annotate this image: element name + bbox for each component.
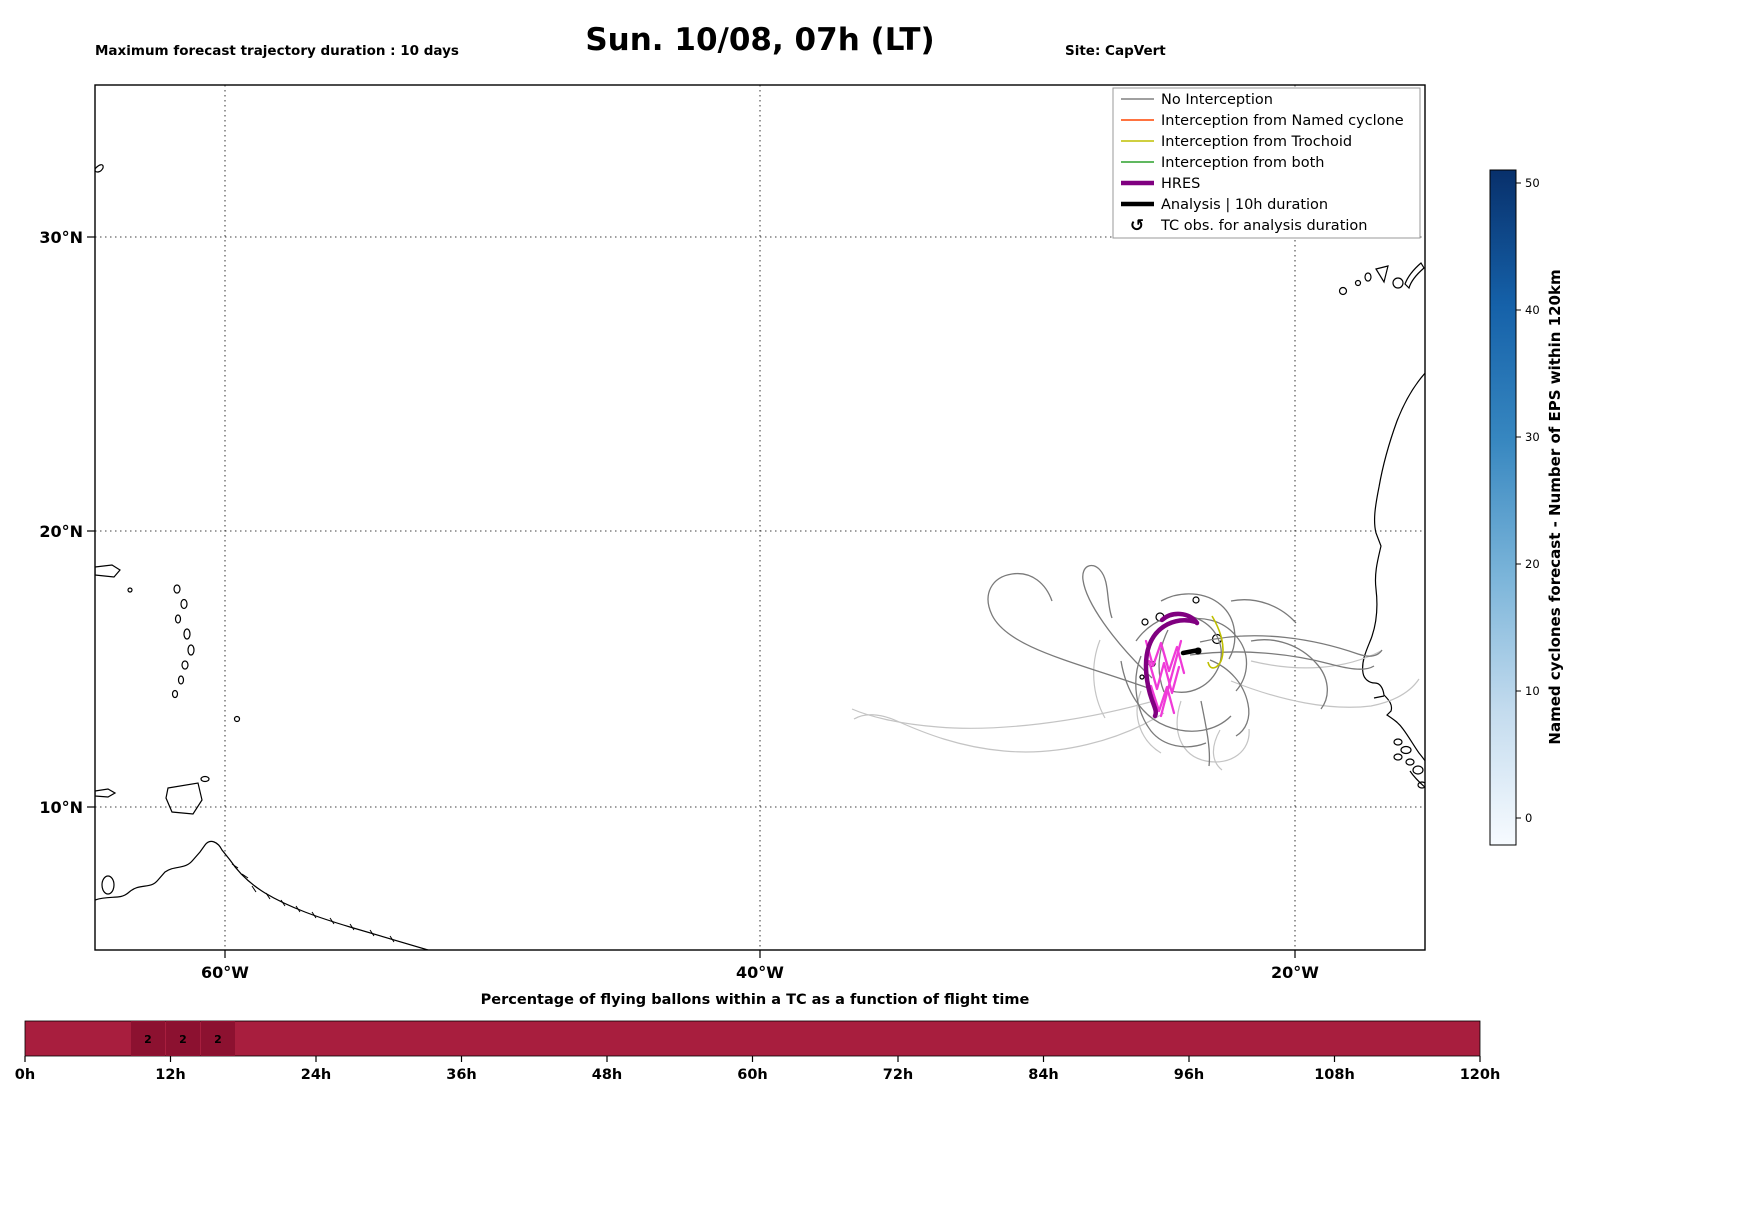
bar-annotation: 2: [144, 1033, 152, 1046]
coastline-gambia-river: [1373, 695, 1385, 699]
bottom-tick-108h: 108h: [1314, 1067, 1355, 1083]
colorbar-tick-0: 0: [1525, 811, 1532, 825]
tc-obs-icon: ↺: [1130, 216, 1144, 236]
y-tick-20n: 20°N: [39, 522, 83, 541]
bottom-tick-36h: 36h: [446, 1067, 477, 1083]
x-tick-40w: 40°W: [736, 963, 784, 982]
bottom-tick-0h: 0h: [15, 1067, 35, 1083]
eps-trajectory: [987, 572, 1149, 689]
map-axis-ticks: [87, 236, 1296, 958]
legend-label-both: Interception from both: [1161, 155, 1325, 171]
eps-trajectory: [1158, 629, 1169, 693]
colorbar-tick-40: 40: [1525, 303, 1540, 317]
eps-trajectory: [1135, 655, 1207, 748]
legend-label-named-cyclone: Interception from Named cyclone: [1161, 113, 1404, 129]
colorbar-tick-10: 10: [1525, 684, 1540, 698]
tc-percentage-bar: [24, 1020, 1481, 1057]
eps-trajectory: [1120, 660, 1232, 732]
coastlines: [95, 164, 1425, 950]
legend-label-tc-obs: TC obs. for analysis duration: [1160, 218, 1367, 234]
analysis-track: [1180, 647, 1202, 656]
eps-trajectory: [1250, 639, 1328, 710]
bottom-chart-title: Percentage of flying ballons within a TC…: [481, 992, 1030, 1008]
eps-trajectory: [1189, 651, 1375, 670]
eps-trajectory: [1160, 593, 1236, 660]
eps-trajectory: [1180, 617, 1248, 692]
bar-annotation: 2: [179, 1033, 187, 1046]
colorbar-tick-20: 20: [1525, 557, 1540, 571]
colorbar-label: Named cyclones forecast - Number of EPS …: [1546, 269, 1564, 744]
eps-trajectory: [851, 701, 1151, 729]
y-tick-10n: 10°N: [39, 798, 83, 817]
map-legend: No Interception Interception from Named …: [1112, 87, 1421, 239]
y-tick-30n: 30°N: [39, 228, 83, 247]
legend-label-analysis: Analysis | 10h duration: [1161, 197, 1328, 213]
coastline-trinidad: [165, 782, 203, 815]
coastline-fragment: [95, 164, 104, 173]
bottom-bar-chart: Percentage of flying ballons within a TC…: [15, 992, 1501, 1083]
coastline-margarita: [95, 788, 117, 798]
magenta-tc-tracks: [1144, 639, 1186, 718]
colorbar-gradient: [1489, 169, 1517, 846]
tc-percentage-segment: [166, 1021, 200, 1056]
bottom-tick-60h: 60h: [737, 1067, 768, 1083]
eps-trajectories-gray: [987, 564, 1383, 767]
legend-label-trochoid: Interception from Trochoid: [1161, 134, 1352, 150]
trochoid-track: [1207, 615, 1224, 669]
bottom-tick-48h: 48h: [592, 1067, 623, 1083]
magenta-track: [1149, 684, 1176, 715]
eps-trajectory: [1176, 700, 1250, 763]
coast-hatch-marks: [231, 863, 395, 943]
eps-trajectories-light: [851, 639, 1420, 771]
bottom-tick-84h: 84h: [1028, 1067, 1059, 1083]
bar-annotation: 2: [214, 1033, 222, 1046]
bottom-tick-72h: 72h: [883, 1067, 914, 1083]
coastline-puerto-rico: [95, 564, 121, 578]
magenta-track: [1159, 639, 1183, 718]
tc-percentage-segment: [131, 1021, 165, 1056]
hres-track: [1143, 611, 1200, 719]
eps-trajectory: [1209, 659, 1250, 737]
eps-trajectory: [1136, 690, 1162, 754]
coastline-tobago: [200, 775, 210, 783]
legend-label-no-interception: No Interception: [1161, 92, 1273, 108]
coastline-canary-islands: [1338, 262, 1425, 296]
colorbar: 50 40 30 20 10 0 Named cyclones forecast…: [1489, 169, 1564, 846]
eps-trajectory: [853, 712, 1165, 753]
bottom-tick-120h: 120h: [1460, 1067, 1501, 1083]
legend-label-hres: HRES: [1161, 176, 1200, 192]
map-gridlines: [95, 85, 1425, 950]
eps-trajectory: [1093, 639, 1106, 719]
coastline-lake: [101, 875, 115, 895]
figure-title: Sun. 10/08, 07h (LT): [585, 22, 935, 58]
bottom-axis-ticks: [24, 1056, 1481, 1062]
bottom-tick-12h: 12h: [155, 1067, 186, 1083]
colorbar-tick-50: 50: [1525, 176, 1540, 190]
eps-trajectory: [1200, 700, 1211, 767]
coastline-bissau-islands: [1393, 738, 1425, 789]
eps-trajectory: [1212, 729, 1223, 771]
coastline-lesser-antilles: [171, 584, 241, 723]
tc-percentage-segment: [201, 1021, 235, 1056]
eps-trajectory: [1199, 635, 1383, 657]
max-duration-text: Maximum forecast trajectory duration : 1…: [95, 43, 459, 59]
magenta-track: [1147, 659, 1181, 695]
bottom-tick-96h: 96h: [1174, 1067, 1205, 1083]
eps-trajectory: [1082, 564, 1153, 679]
x-tick-20w: 20°W: [1271, 963, 1319, 982]
coastline-south-america: [95, 840, 429, 950]
eps-trajectory: [1230, 678, 1420, 708]
colorbar-tick-30: 30: [1525, 430, 1540, 444]
coastline-africa: [1362, 372, 1425, 762]
eps-trajectory: [1230, 599, 1297, 624]
site-text: Site: CapVert: [1065, 43, 1166, 59]
bottom-tick-24h: 24h: [301, 1067, 332, 1083]
x-tick-60w: 60°W: [201, 963, 249, 982]
